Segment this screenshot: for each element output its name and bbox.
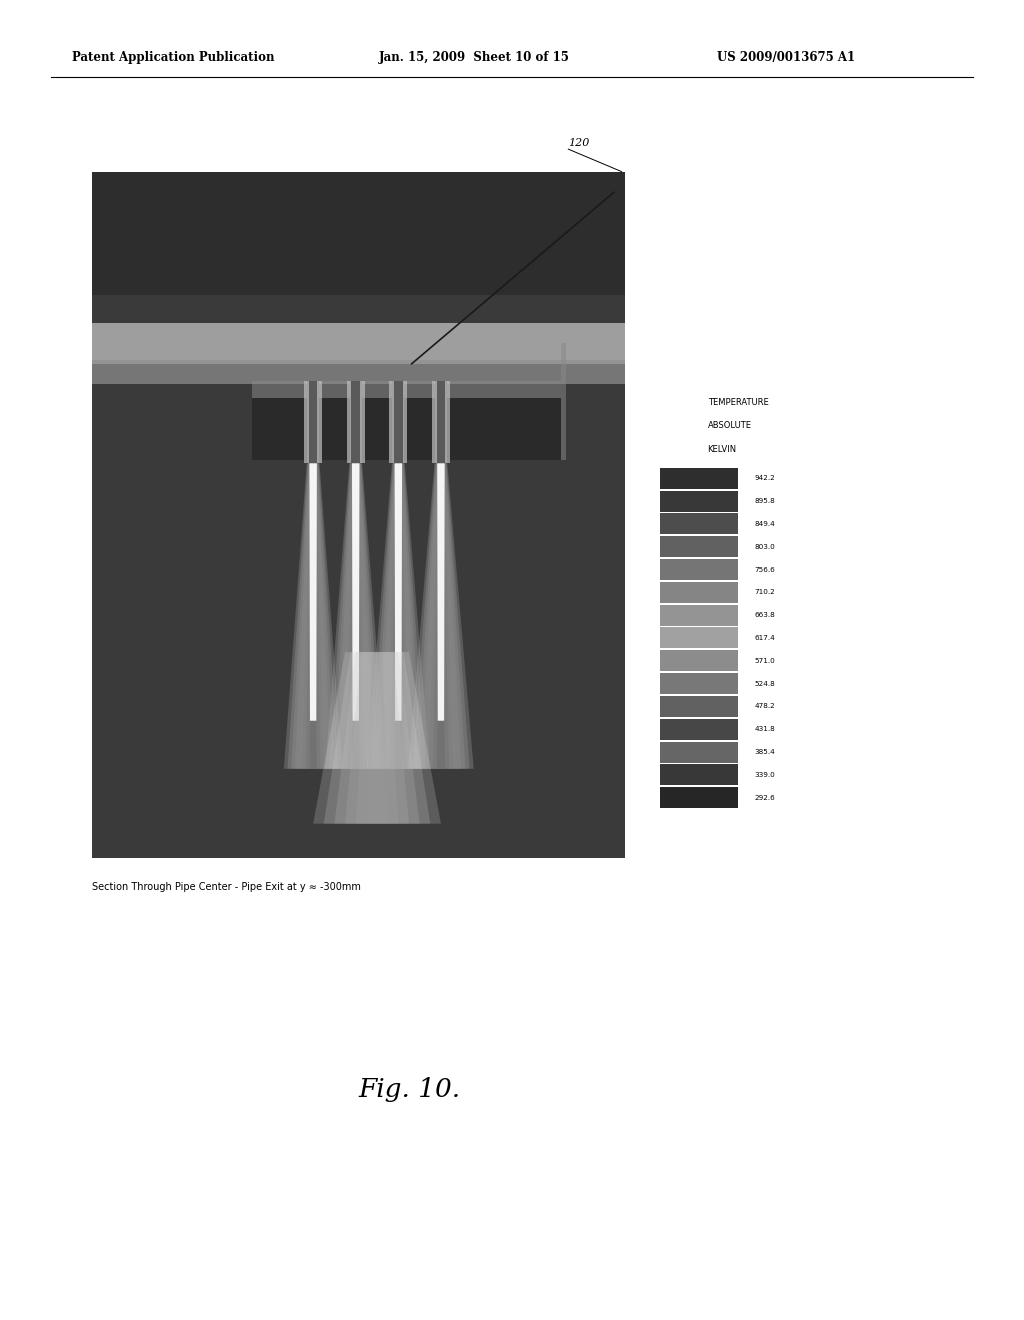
Polygon shape — [324, 652, 430, 824]
Bar — [660, 467, 738, 488]
Polygon shape — [309, 463, 316, 768]
Bar — [304, 381, 309, 463]
Bar — [435, 381, 446, 463]
Polygon shape — [313, 652, 441, 824]
Bar — [432, 381, 436, 463]
Polygon shape — [335, 652, 420, 824]
Polygon shape — [284, 463, 342, 768]
Bar — [660, 651, 738, 672]
Bar — [252, 381, 561, 399]
Bar — [660, 673, 738, 694]
Polygon shape — [299, 463, 328, 768]
Bar — [92, 360, 625, 384]
Polygon shape — [421, 463, 462, 768]
Polygon shape — [348, 463, 364, 768]
Bar — [660, 582, 738, 603]
Text: Jan. 15, 2009  Sheet 10 of 15: Jan. 15, 2009 Sheet 10 of 15 — [379, 51, 569, 63]
Text: 942.2: 942.2 — [755, 475, 775, 482]
Text: 756.6: 756.6 — [755, 566, 775, 573]
Bar — [660, 787, 738, 808]
Polygon shape — [306, 463, 321, 768]
Bar — [350, 381, 361, 463]
Bar — [660, 742, 738, 763]
Polygon shape — [413, 463, 470, 768]
Bar — [252, 384, 561, 459]
Polygon shape — [394, 463, 402, 768]
Polygon shape — [326, 463, 386, 768]
Text: 849.4: 849.4 — [755, 521, 775, 527]
Bar — [360, 381, 365, 463]
Polygon shape — [345, 652, 409, 824]
Bar — [445, 381, 450, 463]
Text: Section Through Pipe Center - Pipe Exit at y ≈ -300mm: Section Through Pipe Center - Pipe Exit … — [92, 882, 361, 892]
Polygon shape — [302, 463, 325, 768]
Polygon shape — [390, 463, 407, 768]
Polygon shape — [394, 463, 402, 721]
Text: 895.8: 895.8 — [755, 498, 775, 504]
Polygon shape — [309, 463, 316, 721]
Text: KELVIN: KELVIN — [708, 445, 736, 454]
Polygon shape — [425, 463, 458, 768]
Polygon shape — [344, 463, 368, 768]
Polygon shape — [367, 652, 388, 824]
Bar — [347, 381, 351, 463]
Polygon shape — [337, 463, 375, 768]
Text: 431.8: 431.8 — [755, 726, 775, 733]
Polygon shape — [352, 463, 359, 721]
Polygon shape — [367, 463, 430, 768]
Bar — [660, 560, 738, 579]
Polygon shape — [352, 463, 359, 768]
Polygon shape — [355, 652, 398, 824]
Polygon shape — [383, 463, 414, 768]
Text: 617.4: 617.4 — [755, 635, 775, 642]
Bar — [92, 322, 625, 364]
Polygon shape — [429, 463, 454, 768]
Polygon shape — [386, 463, 411, 768]
Text: 803.0: 803.0 — [755, 544, 775, 549]
Polygon shape — [375, 463, 422, 768]
Text: 571.0: 571.0 — [755, 657, 775, 664]
Polygon shape — [333, 463, 379, 768]
Text: ABSOLUTE: ABSOLUTE — [708, 421, 752, 430]
Text: 385.4: 385.4 — [755, 748, 775, 755]
Text: Patent Application Publication: Patent Application Publication — [72, 51, 274, 63]
Polygon shape — [341, 463, 371, 768]
Bar — [660, 764, 738, 785]
Bar — [660, 536, 738, 557]
Polygon shape — [437, 463, 444, 721]
Bar — [92, 172, 625, 296]
Bar — [317, 381, 323, 463]
Polygon shape — [437, 463, 445, 768]
Text: 339.0: 339.0 — [755, 772, 775, 777]
Text: 120: 120 — [568, 137, 589, 148]
Bar — [392, 381, 404, 463]
Text: US 2009/0013675 A1: US 2009/0013675 A1 — [717, 51, 855, 63]
Polygon shape — [371, 463, 426, 768]
Text: 292.6: 292.6 — [755, 795, 775, 801]
Text: 478.2: 478.2 — [755, 704, 775, 709]
Bar — [307, 381, 319, 463]
Text: 524.8: 524.8 — [755, 681, 775, 686]
Bar — [561, 343, 566, 459]
Bar — [660, 491, 738, 512]
Polygon shape — [329, 463, 382, 768]
Bar — [389, 381, 394, 463]
Text: TEMPERATURE: TEMPERATURE — [708, 399, 768, 407]
Polygon shape — [433, 463, 450, 768]
Text: 710.2: 710.2 — [755, 589, 775, 595]
Bar — [660, 605, 738, 626]
Polygon shape — [288, 463, 339, 768]
Text: 663.8: 663.8 — [755, 612, 775, 618]
Polygon shape — [417, 463, 466, 768]
Bar — [660, 513, 738, 535]
Polygon shape — [295, 463, 332, 768]
Polygon shape — [409, 463, 474, 768]
Text: Fig. 10.: Fig. 10. — [358, 1077, 461, 1101]
Polygon shape — [291, 463, 335, 768]
Bar — [660, 718, 738, 739]
Bar — [402, 381, 408, 463]
Polygon shape — [379, 463, 418, 768]
Bar — [660, 696, 738, 717]
Bar — [660, 627, 738, 648]
